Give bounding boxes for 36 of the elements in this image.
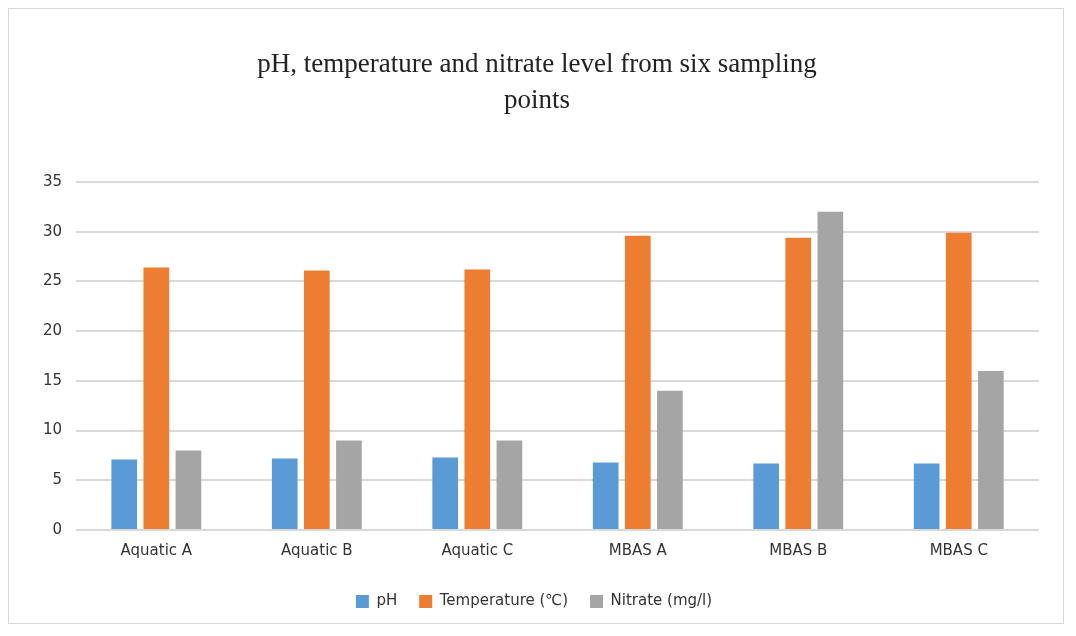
legend-label: pH: [376, 591, 398, 610]
bar: [432, 457, 459, 529]
x-tick-label: MBAS C: [929, 540, 988, 559]
bar: [592, 462, 619, 529]
y-tick-label: 15: [42, 370, 63, 389]
bar: [624, 235, 651, 529]
bar: [978, 370, 1004, 529]
bar: [753, 463, 780, 529]
x-tick-label: MBAS B: [769, 540, 828, 559]
bar: [913, 463, 940, 529]
bar: [496, 440, 523, 529]
y-tick-label: 30: [42, 221, 63, 240]
bar: [271, 458, 298, 529]
bar: [817, 211, 844, 529]
x-tick-label: Aquatic A: [120, 540, 193, 559]
bar: [657, 390, 683, 529]
bar: [336, 440, 362, 529]
bar: [464, 269, 491, 529]
bar: [303, 270, 330, 529]
y-tick-label: 5: [52, 470, 63, 489]
legend-label: Nitrate (mg/l): [610, 591, 713, 610]
legend-label: Temperature (℃): [438, 591, 569, 610]
chart-title: pH, temperature and nitrate level from six sampling points: [257, 47, 817, 116]
y-tick-label: 0: [52, 519, 63, 538]
x-tick-label: Aquatic C: [441, 540, 514, 559]
bar: [945, 232, 972, 529]
bar: [785, 237, 812, 529]
y-tick-label: 20: [42, 321, 63, 340]
bar: [111, 459, 138, 529]
x-tick-label: MBAS A: [608, 540, 668, 559]
y-tick-label: 10: [42, 420, 63, 439]
bar: [143, 267, 170, 529]
y-tick-label: 25: [42, 271, 63, 290]
bar: [175, 450, 202, 529]
y-tick-label: 35: [42, 171, 63, 190]
x-tick-label: Aquatic B: [281, 540, 353, 559]
